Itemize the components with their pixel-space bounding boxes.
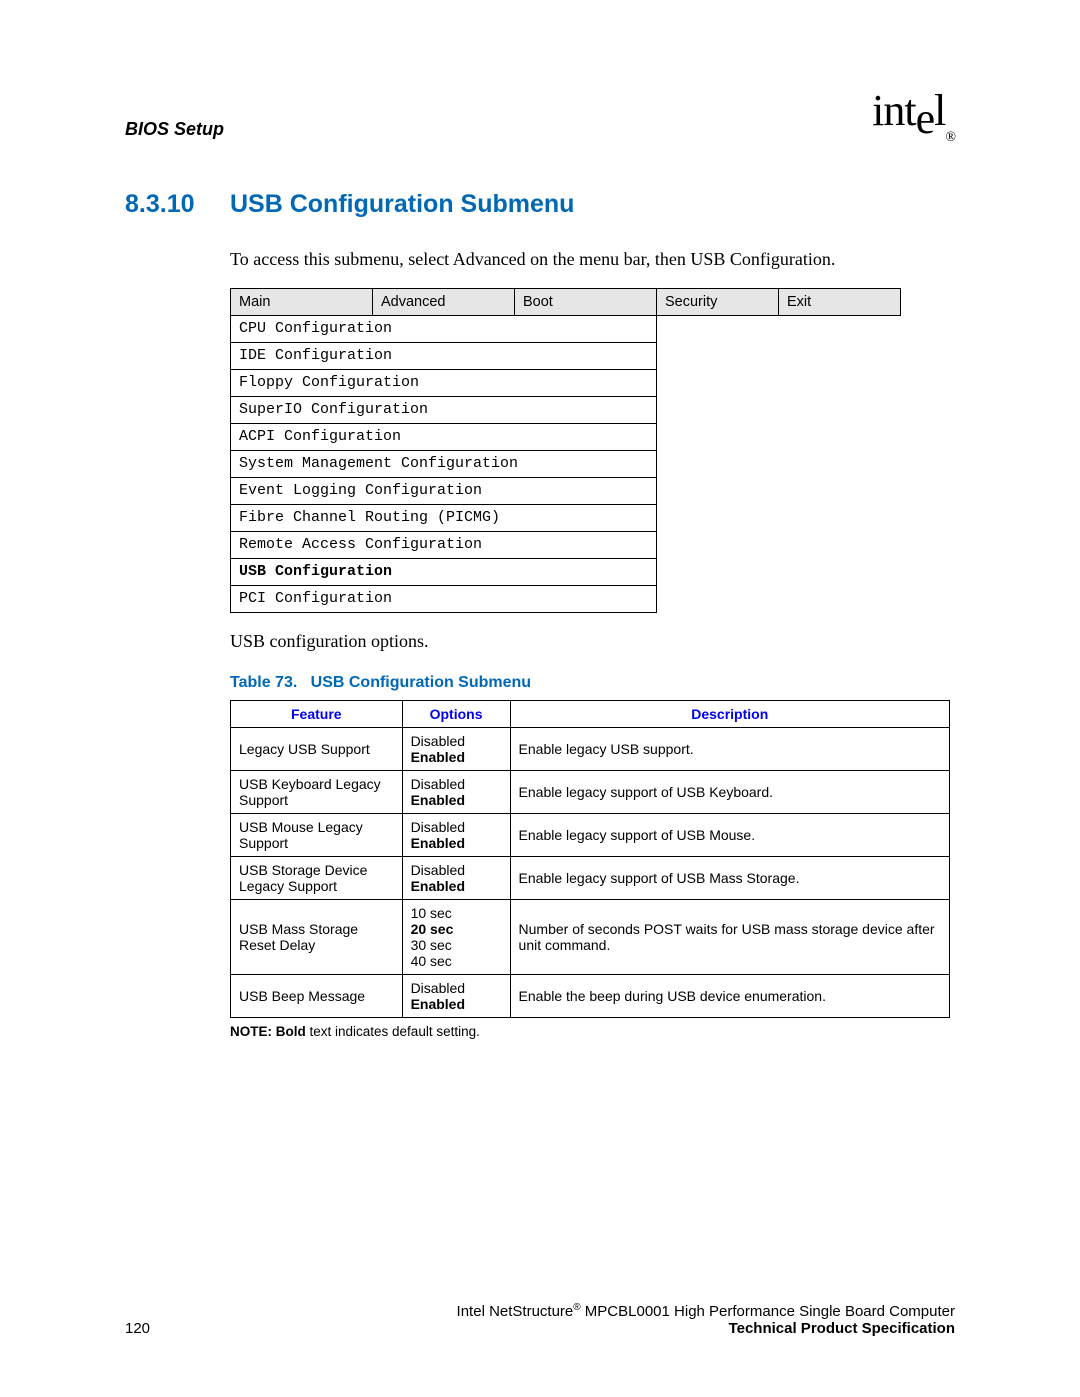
feature-cell: USB Mouse Legacy Support	[231, 813, 403, 856]
table-caption-title: USB Configuration Submenu	[311, 674, 531, 691]
table-caption-prefix: Table 73.	[230, 674, 297, 691]
feature-cell: Legacy USB Support	[231, 727, 403, 770]
bios-menu-item: IDE Configuration	[231, 342, 657, 369]
bios-tab: Advanced	[373, 288, 515, 315]
config-header-cell: Description	[510, 700, 949, 727]
bios-menu-item: Event Logging Configuration	[231, 477, 657, 504]
bios-menu-item: Floppy Configuration	[231, 369, 657, 396]
bios-tab: Boot	[515, 288, 657, 315]
footer-right: Intel NetStructure® MPCBL0001 High Perfo…	[457, 1302, 955, 1337]
description-cell: Enable legacy support of USB Keyboard.	[510, 770, 949, 813]
bios-menu-item: System Management Configuration	[231, 450, 657, 477]
table-row: USB Beep MessageDisabledEnabledEnable th…	[231, 974, 950, 1017]
bios-menu-item: Remote Access Configuration	[231, 531, 657, 558]
section-title: USB Configuration Submenu	[230, 190, 574, 218]
options-cell: DisabledEnabled	[402, 813, 510, 856]
description-cell: Number of seconds POST waits for USB mas…	[510, 899, 949, 974]
config-header-cell: Options	[402, 700, 510, 727]
options-cell: DisabledEnabled	[402, 856, 510, 899]
section-heading: 8.3.10USB Configuration Submenu	[125, 190, 955, 219]
table-row: USB Storage Device Legacy SupportDisable…	[231, 856, 950, 899]
options-cell: DisabledEnabled	[402, 770, 510, 813]
bios-menu-item: USB Configuration	[231, 558, 657, 585]
bios-menu-item: Fibre Channel Routing (PICMG)	[231, 504, 657, 531]
table-row: USB Mouse Legacy SupportDisabledEnabledE…	[231, 813, 950, 856]
options-paragraph: USB configuration options.	[230, 631, 955, 652]
bios-menu-table: MainAdvancedBootSecurityExit CPU Configu…	[230, 288, 901, 613]
description-cell: Enable the beep during USB device enumer…	[510, 974, 949, 1017]
config-table: FeatureOptionsDescription Legacy USB Sup…	[230, 700, 950, 1018]
feature-cell: USB Beep Message	[231, 974, 403, 1017]
options-cell: DisabledEnabled	[402, 974, 510, 1017]
bios-menu-tabs: MainAdvancedBootSecurityExit	[231, 288, 901, 315]
table-note: NOTE: Bold text indicates default settin…	[230, 1024, 955, 1039]
description-cell: Enable legacy support of USB Mouse.	[510, 813, 949, 856]
table-row: USB Mass Storage Reset Delay10 sec20 sec…	[231, 899, 950, 974]
table-row: USB Keyboard Legacy SupportDisabledEnabl…	[231, 770, 950, 813]
page-footer: 120 Intel NetStructure® MPCBL0001 High P…	[125, 1302, 955, 1337]
description-cell: Enable legacy support of USB Mass Storag…	[510, 856, 949, 899]
intel-logo: intel®	[872, 85, 955, 140]
bios-menu-item: SuperIO Configuration	[231, 396, 657, 423]
config-header-cell: Feature	[231, 700, 403, 727]
feature-cell: USB Storage Device Legacy Support	[231, 856, 403, 899]
header-section-label: BIOS Setup	[125, 119, 224, 140]
bios-tab: Security	[657, 288, 779, 315]
options-cell: 10 sec20 sec30 sec40 sec	[402, 899, 510, 974]
table-row: Legacy USB SupportDisabledEnabledEnable …	[231, 727, 950, 770]
bios-tab: Exit	[779, 288, 901, 315]
bios-tab: Main	[231, 288, 373, 315]
feature-cell: USB Mass Storage Reset Delay	[231, 899, 403, 974]
section-number: 8.3.10	[125, 190, 230, 219]
options-cell: DisabledEnabled	[402, 727, 510, 770]
intro-paragraph: To access this submenu, select Advanced …	[230, 249, 955, 270]
page-number: 120	[125, 1320, 150, 1337]
table-caption: Table 73. USB Configuration Submenu	[230, 674, 955, 692]
description-cell: Enable legacy USB support.	[510, 727, 949, 770]
bios-menu-item: PCI Configuration	[231, 585, 657, 612]
document-page: BIOS Setup intel® 8.3.10USB Configuratio…	[0, 0, 1080, 1397]
bios-menu-item: ACPI Configuration	[231, 423, 657, 450]
page-header: BIOS Setup intel®	[125, 85, 955, 140]
bios-menu-item: CPU Configuration	[231, 315, 657, 342]
feature-cell: USB Keyboard Legacy Support	[231, 770, 403, 813]
config-table-header: FeatureOptionsDescription	[231, 700, 950, 727]
